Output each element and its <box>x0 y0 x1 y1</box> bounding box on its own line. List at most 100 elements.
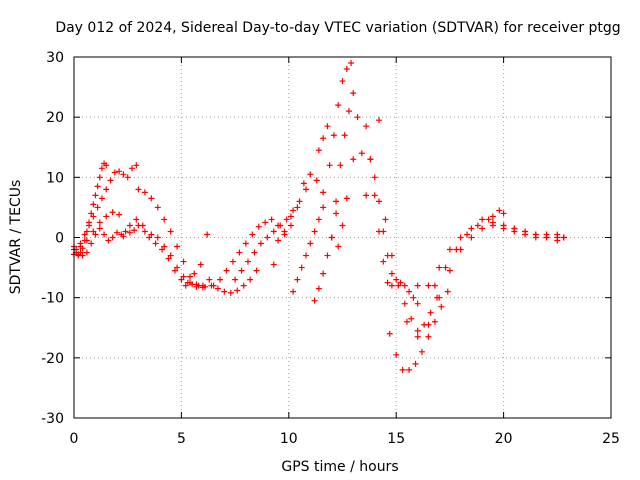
data-point-sat-j <box>257 240 264 247</box>
data-point-sat-w <box>479 216 486 223</box>
data-point-sat-x <box>442 264 449 271</box>
data-point-sat-s <box>367 156 374 163</box>
data-point-sat-a <box>98 165 105 172</box>
data-point-sat-b <box>88 240 95 247</box>
data-point-sat-p <box>333 198 340 205</box>
data-point-sat-c <box>111 169 118 176</box>
data-point-sat-w <box>425 282 432 289</box>
data-point-sat-v <box>468 234 475 241</box>
data-point-sat-a <box>83 228 90 235</box>
data-point-sat-u <box>438 303 445 310</box>
data-point-sat-p <box>328 234 335 241</box>
data-point-sat-h <box>253 267 260 274</box>
data-point-sat-j <box>296 198 303 205</box>
y-tick-label: 20 <box>46 110 64 126</box>
data-point-sat-q <box>335 243 342 250</box>
data-point-sat-w <box>457 234 464 241</box>
data-point-sat-z <box>500 222 507 229</box>
data-point-sat-v <box>403 318 410 325</box>
data-point-sat-e <box>191 270 198 277</box>
data-point-sat-p <box>363 192 370 199</box>
data-point-sat-l <box>307 240 314 247</box>
data-point-sat-f <box>186 273 193 280</box>
data-point-sat-f <box>180 258 187 265</box>
data-point-sat-s <box>388 270 395 277</box>
data-point-sat-h <box>195 282 202 289</box>
data-point-sat-t <box>382 216 389 223</box>
data-point-sat-i <box>287 213 294 220</box>
data-point-sat-e <box>120 233 127 240</box>
data-point-sat-o <box>339 78 346 85</box>
data-point-sat-g <box>167 252 174 259</box>
data-point-sat-c <box>98 195 105 202</box>
data-point-sat-j <box>264 234 271 241</box>
data-point-sat-h <box>221 288 228 295</box>
data-point-sat-h <box>247 276 254 283</box>
data-point-sat-u <box>425 333 432 340</box>
data-point-sat-z <box>532 234 539 241</box>
data-point-sat-b <box>79 252 86 259</box>
data-point-sat-u <box>444 288 451 295</box>
data-point-sat-v <box>436 294 443 301</box>
data-point-sat-h <box>240 282 247 289</box>
data-point-sat-l <box>320 204 327 211</box>
data-point-sat-e <box>152 240 159 247</box>
data-point-sat-l <box>302 252 309 259</box>
data-point-sat-p <box>345 108 352 115</box>
data-point-sat-d <box>90 228 97 235</box>
data-point-sat-s <box>376 198 383 205</box>
data-point-sat-r <box>388 282 395 289</box>
data-point-sat-j <box>283 216 290 223</box>
data-point-sat-c <box>86 222 93 229</box>
data-point-sat-o <box>326 162 333 169</box>
data-point-sat-q <box>339 222 346 229</box>
data-point-sat-e <box>165 255 172 262</box>
data-point-sat-c <box>81 231 88 238</box>
data-point-sat-e <box>171 267 178 274</box>
data-point-sat-i <box>255 223 262 230</box>
data-point-sat-c <box>90 213 97 220</box>
data-point-sat-u <box>386 330 393 337</box>
data-point-sat-j <box>290 207 297 214</box>
data-point-sat-w <box>500 210 507 217</box>
data-point-sat-k <box>287 222 294 229</box>
chart-title: Day 012 of 2024, Sidereal Day-to-day VTE… <box>55 20 620 36</box>
data-point-outliers <box>204 231 211 238</box>
data-point-sat-x <box>453 246 460 253</box>
data-point-sat-f <box>135 186 142 193</box>
data-point-sat-k <box>300 180 307 187</box>
data-point-sat-b <box>105 237 112 244</box>
data-point-sat-l <box>315 216 322 223</box>
data-point-sat-k <box>307 171 314 178</box>
data-point-sat-k <box>320 189 327 196</box>
data-point-sat-t <box>401 300 408 307</box>
data-point-sat-y <box>554 231 561 238</box>
data-point-sat-b <box>122 228 129 235</box>
tick-labels: 0 5 10 15 20 25 -30 -20 -10 0 10 20 30 <box>41 50 620 447</box>
y-tick-label: 10 <box>46 170 64 186</box>
data-point-sat-j <box>238 267 245 274</box>
y-tick-label: -10 <box>41 291 64 307</box>
data-point-sat-b <box>113 229 120 236</box>
data-point-sat-n <box>320 135 327 142</box>
data-point-sat-h <box>202 283 209 290</box>
data-point-sat-r <box>406 288 413 295</box>
data-point-sat-q <box>343 195 350 202</box>
x-tick-label: 25 <box>602 431 620 447</box>
data-point-sat-g <box>135 222 142 229</box>
data-point-sat-w <box>436 264 443 271</box>
data-point-sat-j <box>232 276 239 283</box>
data-point-sat-l <box>290 288 297 295</box>
data-point-sat-i <box>249 231 256 238</box>
data-point-sat-i <box>229 258 236 265</box>
data-point-sat-w <box>446 246 453 253</box>
data-point-sat-j <box>244 258 251 265</box>
data-point-sat-s <box>371 174 378 181</box>
data-point-sat-p <box>337 162 344 169</box>
data-point-sat-w <box>414 300 421 307</box>
data-point-sat-n <box>315 147 322 154</box>
data-point-sat-e <box>178 276 185 283</box>
data-point-sat-y <box>489 219 496 226</box>
data-point-sat-f <box>154 204 161 211</box>
